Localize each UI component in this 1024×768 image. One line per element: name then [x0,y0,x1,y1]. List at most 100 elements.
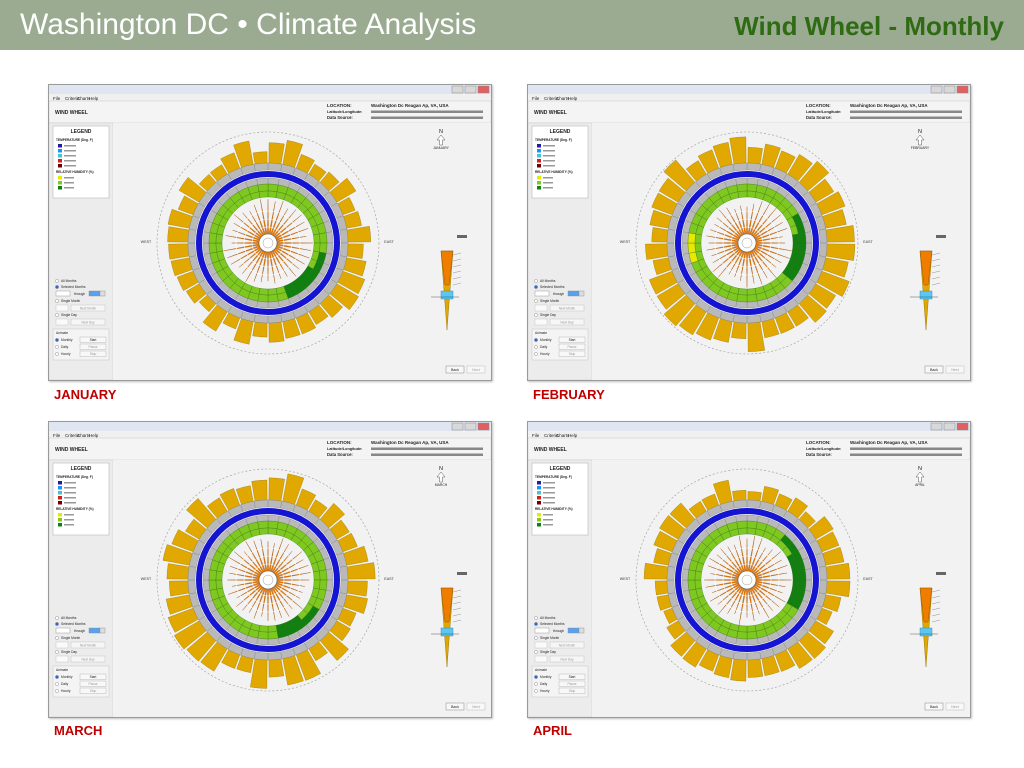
close-button[interactable] [956,85,969,94]
animate-daily-radio[interactable] [55,345,59,349]
animate-monthly-radio[interactable] [534,675,538,679]
menu-item-file[interactable]: File [532,96,540,101]
single-day-radio[interactable] [55,313,59,317]
end-month-dropdown[interactable] [99,627,106,634]
maximize-button[interactable] [943,422,956,431]
minimize-button[interactable] [930,85,943,94]
single-day-radio[interactable] [534,313,538,317]
next-button[interactable] [945,365,965,374]
animate-hourly-radio[interactable] [55,352,59,356]
pause-button[interactable] [79,680,107,687]
maximize-button[interactable] [943,85,956,94]
minimize-button[interactable] [451,422,464,431]
end-month-dropdown[interactable] [578,290,585,297]
menu-item-file[interactable]: File [53,433,61,438]
animate-hourly-radio[interactable] [55,689,59,693]
stop-button[interactable] [558,687,586,694]
selected-months-radio[interactable] [55,285,59,289]
stop-button[interactable] [558,350,586,357]
menu-item-criteria[interactable]: Criteria [65,96,80,101]
single-day-radio[interactable] [55,650,59,654]
single-day-radio[interactable] [534,650,538,654]
next-day-button[interactable] [70,655,106,663]
next-month-button[interactable] [549,304,585,312]
start-button[interactable] [79,336,107,343]
single-day-select[interactable] [534,655,548,663]
animate-hourly-radio[interactable] [534,352,538,356]
animate-monthly-radio[interactable] [55,338,59,342]
next-button[interactable] [945,702,965,711]
maximize-button[interactable] [464,422,477,431]
end-month-dropdown[interactable] [99,290,106,297]
menu-item-criteria[interactable]: Criteria [544,433,559,438]
selected-months-radio[interactable] [55,622,59,626]
animate-daily-radio[interactable] [534,345,538,349]
next-day-button[interactable] [549,655,585,663]
start-button[interactable] [79,673,107,680]
animate-monthly-radio[interactable] [55,675,59,679]
close-button[interactable] [477,422,490,431]
pause-button[interactable] [558,343,586,350]
menu-item-charts[interactable]: Charts [556,96,570,101]
single-day-select[interactable] [534,318,548,326]
single-day-select[interactable] [55,318,69,326]
animate-hourly-radio[interactable] [534,689,538,693]
next-month-button[interactable] [549,641,585,649]
start-month-select[interactable] [534,627,550,634]
all-months-radio[interactable] [55,616,59,620]
end-month-dropdown[interactable] [578,627,585,634]
back-button[interactable] [445,365,465,374]
animate-monthly-radio[interactable] [534,338,538,342]
menu-item-help[interactable]: Help [568,433,578,438]
single-month-select[interactable] [55,304,69,312]
minimize-button[interactable] [930,422,943,431]
menu-item-criteria[interactable]: Criteria [544,96,559,101]
next-month-button[interactable] [70,641,106,649]
back-button[interactable] [445,702,465,711]
next-day-button[interactable] [70,318,106,326]
menu-item-charts[interactable]: Charts [77,433,91,438]
next-button[interactable] [466,365,486,374]
end-month-select[interactable] [88,290,101,297]
minimize-button[interactable] [451,85,464,94]
stop-button[interactable] [79,687,107,694]
end-month-select[interactable] [88,627,101,634]
all-months-radio[interactable] [55,279,59,283]
menu-item-file[interactable]: File [532,433,540,438]
next-month-button[interactable] [70,304,106,312]
pause-button[interactable] [558,680,586,687]
menu-item-help[interactable]: Help [89,433,99,438]
single-month-select[interactable] [534,641,548,649]
back-button[interactable] [924,702,944,711]
menu-item-charts[interactable]: Charts [556,433,570,438]
start-month-select[interactable] [534,290,550,297]
single-month-radio[interactable] [534,299,538,303]
back-button[interactable] [924,365,944,374]
single-month-radio[interactable] [534,636,538,640]
start-month-select[interactable] [55,627,71,634]
menu-item-charts[interactable]: Charts [77,96,91,101]
start-button[interactable] [558,336,586,343]
menu-item-help[interactable]: Help [568,96,578,101]
single-month-select[interactable] [55,641,69,649]
selected-months-radio[interactable] [534,622,538,626]
stop-button[interactable] [79,350,107,357]
pause-button[interactable] [79,343,107,350]
single-month-select[interactable] [534,304,548,312]
close-button[interactable] [956,422,969,431]
end-month-select[interactable] [567,627,580,634]
selected-months-radio[interactable] [534,285,538,289]
next-day-button[interactable] [549,318,585,326]
all-months-radio[interactable] [534,279,538,283]
menu-item-criteria[interactable]: Criteria [65,433,80,438]
animate-daily-radio[interactable] [55,682,59,686]
single-month-radio[interactable] [55,636,59,640]
next-button[interactable] [466,702,486,711]
all-months-radio[interactable] [534,616,538,620]
single-day-select[interactable] [55,655,69,663]
menu-item-help[interactable]: Help [89,96,99,101]
maximize-button[interactable] [464,85,477,94]
start-button[interactable] [558,673,586,680]
menu-item-file[interactable]: File [53,96,61,101]
close-button[interactable] [477,85,490,94]
